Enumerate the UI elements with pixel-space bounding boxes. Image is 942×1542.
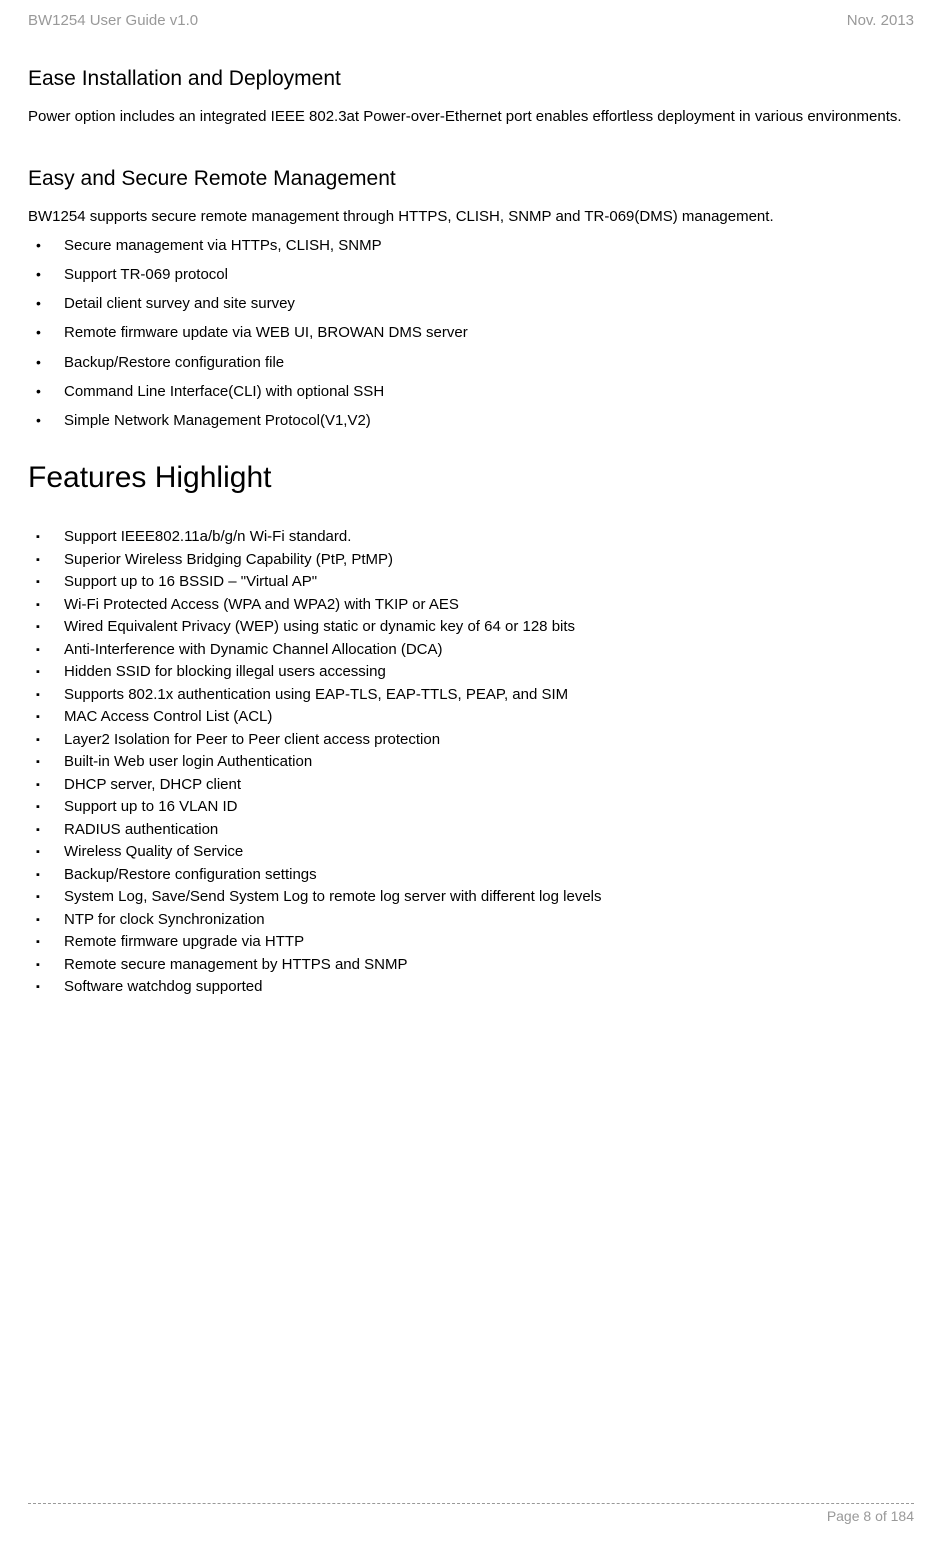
list-item: Command Line Interface(CLI) with optiona… [28, 382, 914, 402]
list-item: Support TR-069 protocol [28, 265, 914, 285]
list-item: Simple Network Management Protocol(V1,V2… [28, 411, 914, 431]
list-item: Detail client survey and site survey [28, 294, 914, 314]
list-item: Anti-Interference with Dynamic Channel A… [28, 640, 914, 660]
list-item: DHCP server, DHCP client [28, 775, 914, 795]
footer-divider [28, 1503, 914, 1504]
easy-secure-bullets: Secure management via HTTPs, CLISH, SNMP… [28, 236, 914, 432]
main-title-features: Features Highlight [28, 461, 914, 495]
list-item: Software watchdog supported [28, 977, 914, 997]
list-item: MAC Access Control List (ACL) [28, 707, 914, 727]
page-footer: Page 8 of 184 [28, 1503, 914, 1524]
header-right: Nov. 2013 [847, 12, 914, 29]
list-item: System Log, Save/Send System Log to remo… [28, 887, 914, 907]
ease-install-body: Power option includes an integrated IEEE… [28, 107, 914, 127]
list-item: Support IEEE802.11a/b/g/n Wi-Fi standard… [28, 527, 914, 547]
list-item: Wi-Fi Protected Access (WPA and WPA2) wi… [28, 595, 914, 615]
list-item: Support up to 16 BSSID – "Virtual AP" [28, 572, 914, 592]
list-item: Remote secure management by HTTPS and SN… [28, 955, 914, 975]
list-item: Wired Equivalent Privacy (WEP) using sta… [28, 617, 914, 637]
list-item: Remote firmware upgrade via HTTP [28, 932, 914, 952]
list-item: Backup/Restore configuration file [28, 353, 914, 373]
list-item: NTP for clock Synchronization [28, 910, 914, 930]
section-title-easy-secure: Easy and Secure Remote Management [28, 167, 914, 191]
list-item: Secure management via HTTPs, CLISH, SNMP [28, 236, 914, 256]
list-item: Superior Wireless Bridging Capability (P… [28, 550, 914, 570]
page-header: BW1254 User Guide v1.0 Nov. 2013 [28, 0, 914, 53]
header-left: BW1254 User Guide v1.0 [28, 12, 198, 29]
list-item: Layer2 Isolation for Peer to Peer client… [28, 730, 914, 750]
list-item: Support up to 16 VLAN ID [28, 797, 914, 817]
list-item: Hidden SSID for blocking illegal users a… [28, 662, 914, 682]
list-item: Built-in Web user login Authentication [28, 752, 914, 772]
list-item: Supports 802.1x authentication using EAP… [28, 685, 914, 705]
page-number: Page 8 of 184 [28, 1508, 914, 1524]
features-list: Support IEEE802.11a/b/g/n Wi-Fi standard… [28, 527, 914, 997]
section-title-ease-install: Ease Installation and Deployment [28, 67, 914, 91]
list-item: Backup/Restore configuration settings [28, 865, 914, 885]
list-item: RADIUS authentication [28, 820, 914, 840]
list-item: Wireless Quality of Service [28, 842, 914, 862]
list-item: Remote firmware update via WEB UI, BROWA… [28, 323, 914, 343]
easy-secure-body: BW1254 supports secure remote management… [28, 207, 914, 227]
